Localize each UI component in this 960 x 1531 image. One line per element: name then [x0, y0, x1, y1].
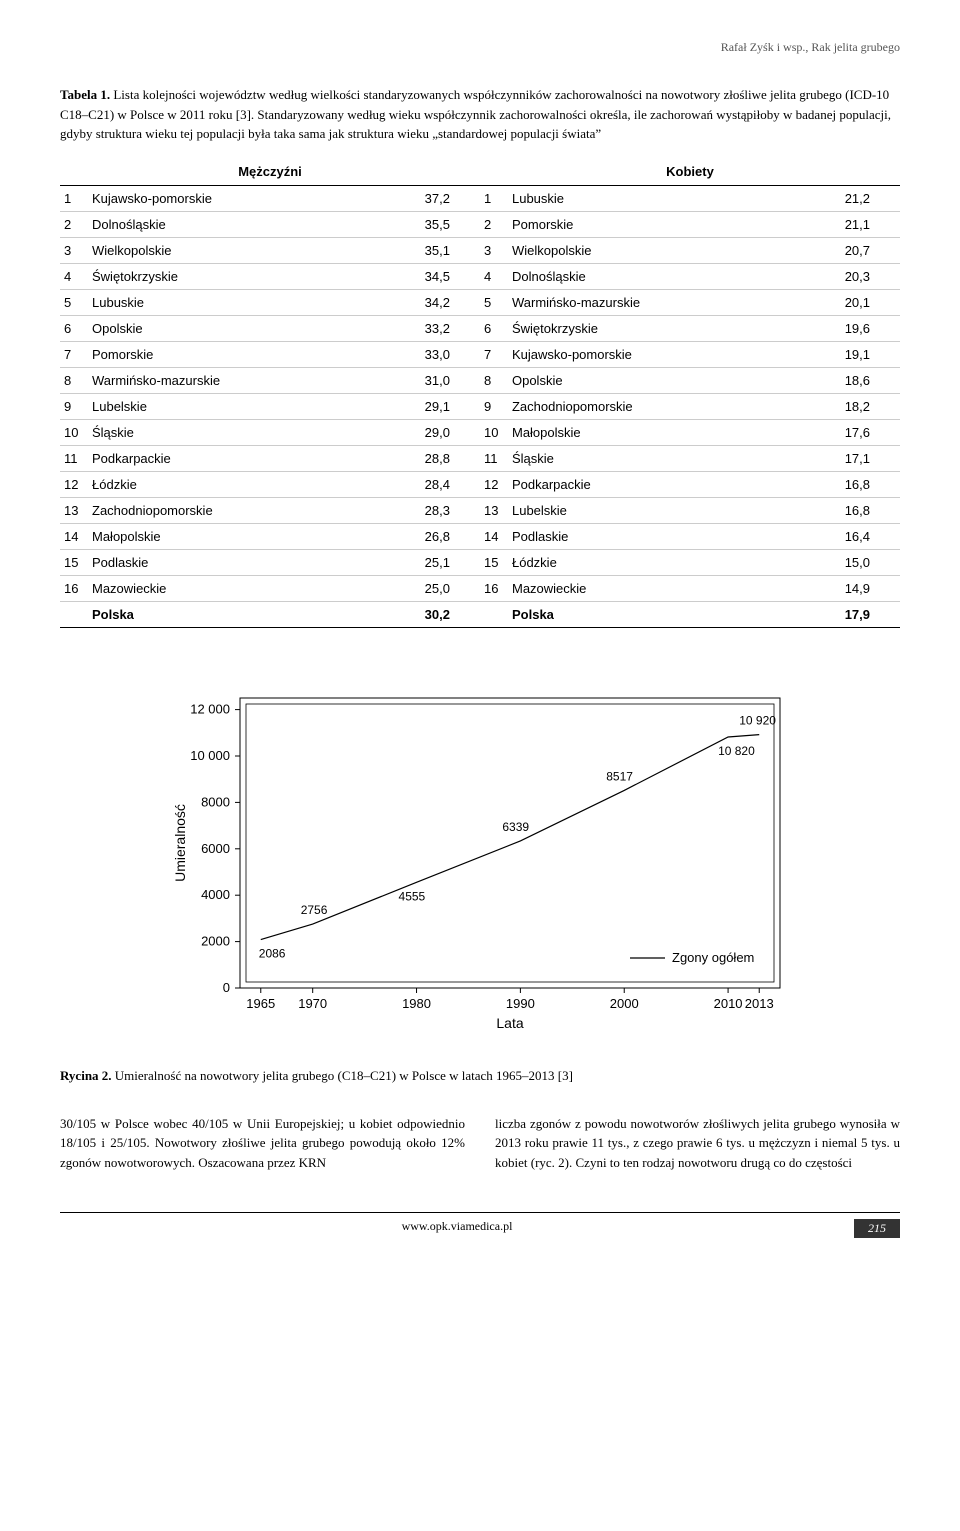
- svg-text:2000: 2000: [610, 996, 639, 1011]
- table-caption: Tabela 1. Lista kolejności województw we…: [60, 85, 900, 144]
- svg-text:1970: 1970: [298, 996, 327, 1011]
- page-number: 215: [854, 1219, 900, 1238]
- table-row: 11Podkarpackie28,811Śląskie17,1: [60, 445, 900, 471]
- figure-caption-text: Umieralność na nowotwory jelita grubego …: [112, 1068, 573, 1083]
- body-left-col: 30/105 w Polsce wobec 40/105 w Unii Euro…: [60, 1114, 465, 1173]
- body-right-col: liczba zgonów z powodu nowotworów złośli…: [495, 1114, 900, 1173]
- table-row: 6Opolskie33,26Świętokrzyskie19,6: [60, 315, 900, 341]
- table-row: 2Dolnośląskie35,52Pomorskie21,1: [60, 211, 900, 237]
- table-row: 8Warmińsko-mazurskie31,08Opolskie18,6: [60, 367, 900, 393]
- svg-text:10 000: 10 000: [190, 748, 230, 763]
- svg-text:2086: 2086: [259, 946, 286, 960]
- figure-caption: Rycina 2. Umieralność na nowotwory jelit…: [60, 1068, 900, 1084]
- table-caption-bold: Tabela 1.: [60, 87, 110, 102]
- svg-text:2000: 2000: [201, 933, 230, 948]
- page-footer: www.opk.viamedica.pl 215: [60, 1212, 900, 1238]
- table-row: 13Zachodniopomorskie28,313Lubelskie16,8: [60, 497, 900, 523]
- table-totals-row: Polska30,2Polska17,9: [60, 601, 900, 627]
- svg-text:2013: 2013: [745, 996, 774, 1011]
- svg-text:10 820: 10 820: [718, 743, 755, 757]
- table-caption-text: Lista kolejności województw według wielk…: [60, 87, 891, 141]
- svg-text:4000: 4000: [201, 887, 230, 902]
- table-row: 15Podlaskie25,115Łódzkie15,0: [60, 549, 900, 575]
- voivodeship-table: Mężczyźni Kobiety 1Kujawsko-pomorskie37,…: [60, 158, 900, 628]
- svg-text:6339: 6339: [502, 819, 529, 833]
- svg-text:1980: 1980: [402, 996, 431, 1011]
- svg-text:4555: 4555: [399, 889, 426, 903]
- svg-text:8000: 8000: [201, 794, 230, 809]
- svg-text:Zgony ogółem: Zgony ogółem: [672, 950, 754, 965]
- svg-text:10 920: 10 920: [739, 713, 776, 727]
- svg-text:1965: 1965: [246, 996, 275, 1011]
- svg-text:6000: 6000: [201, 840, 230, 855]
- table-row: 9Lubelskie29,19Zachodniopomorskie18,2: [60, 393, 900, 419]
- table-row: 1Kujawsko-pomorskie37,21Lubuskie21,2: [60, 185, 900, 211]
- running-head: Rafał Zyśk i wsp., Rak jelita grubego: [60, 40, 900, 55]
- svg-text:0: 0: [223, 980, 230, 995]
- table-row: 5Lubuskie34,25Warmińsko-mazurskie20,1: [60, 289, 900, 315]
- table-row: 14Małopolskie26,814Podlaskie16,4: [60, 523, 900, 549]
- table-row: 16Mazowieckie25,016Mazowieckie14,9: [60, 575, 900, 601]
- table-row: 3Wielkopolskie35,13Wielkopolskie20,7: [60, 237, 900, 263]
- svg-text:8517: 8517: [606, 769, 633, 783]
- svg-text:12 000: 12 000: [190, 701, 230, 716]
- svg-text:Lata: Lata: [496, 1015, 523, 1031]
- table-row: 12Łódzkie28,412Podkarpackie16,8: [60, 471, 900, 497]
- table-row: 4Świętokrzyskie34,54Dolnośląskie20,3: [60, 263, 900, 289]
- svg-text:Umieralność: Umieralność: [172, 804, 188, 882]
- body-text: 30/105 w Polsce wobec 40/105 w Unii Euro…: [60, 1114, 900, 1173]
- table-row: 7Pomorskie33,07Kujawsko-pomorskie19,1: [60, 341, 900, 367]
- figure-caption-bold: Rycina 2.: [60, 1068, 112, 1083]
- footer-url: www.opk.viamedica.pl: [402, 1219, 513, 1238]
- svg-text:2010: 2010: [714, 996, 743, 1011]
- table-row: 10Śląskie29,010Małopolskie17,6: [60, 419, 900, 445]
- mortality-chart: 0 2000 4000 6000 8000 10 000 12 000 1965 1970 198…: [160, 678, 800, 1038]
- col-head-men: Mężczyźni: [60, 158, 480, 186]
- col-head-women: Kobiety: [480, 158, 900, 186]
- svg-text:1990: 1990: [506, 996, 535, 1011]
- svg-text:2756: 2756: [301, 903, 328, 917]
